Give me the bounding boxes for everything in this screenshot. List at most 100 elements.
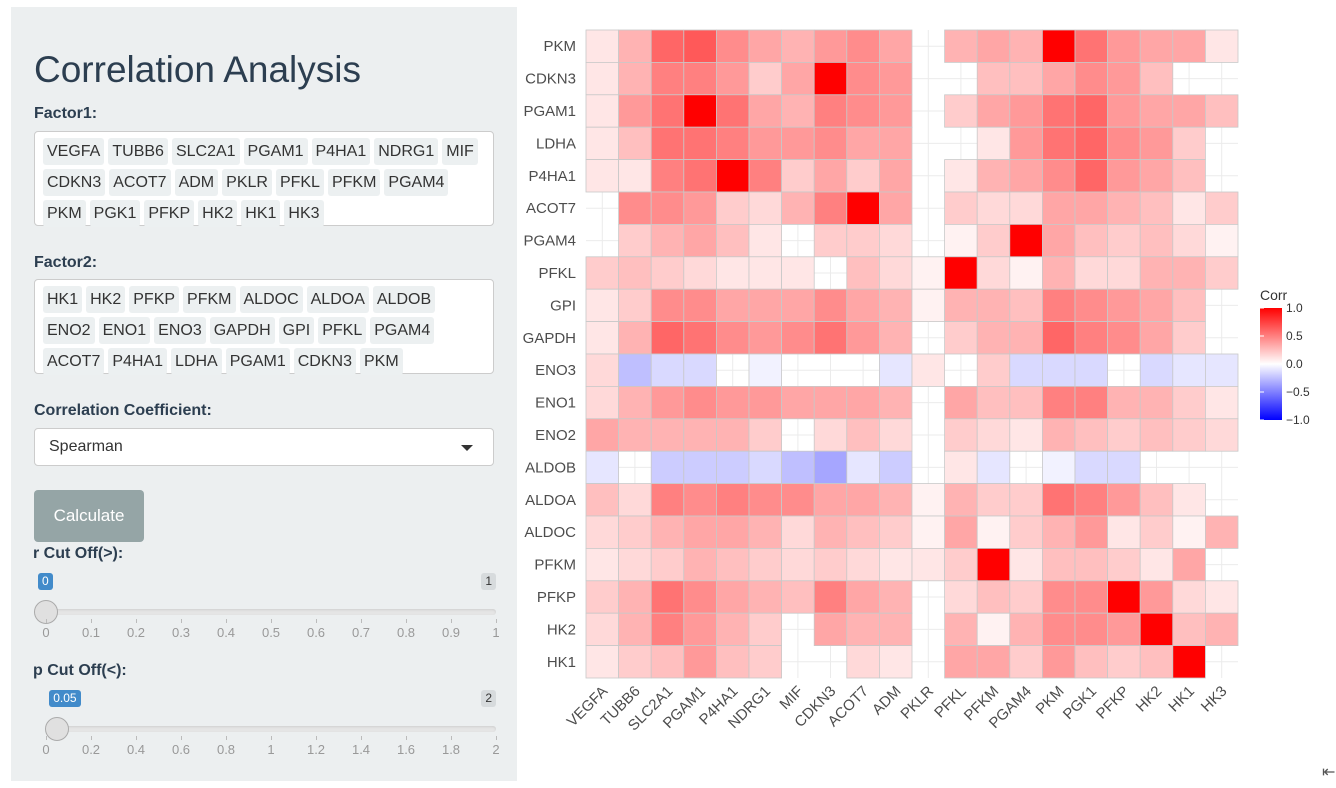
heatmap-cell (976, 29, 1011, 63)
heatmap-cell (1042, 385, 1076, 420)
p-cutoff-track[interactable] (45, 717, 496, 741)
factor2-tag[interactable]: PGAM4 (370, 317, 435, 344)
factor2-tag[interactable]: HK2 (86, 286, 126, 313)
heatmap-cell (976, 515, 1011, 549)
heatmap-cell (748, 126, 782, 160)
correlation-coefficient-select[interactable]: Spearman (34, 428, 494, 466)
r-cutoff-track[interactable] (34, 600, 496, 624)
factor1-multiselect[interactable]: VEGFA TUBB6 SLC2A1 PGAM1 P4HA1 NDRG1 MIF CDKN3 A… (34, 131, 494, 227)
factor2-tag[interactable]: ENO1 (98, 317, 151, 344)
heatmap-cell (585, 418, 619, 452)
p-cutoff-tick-mark (91, 736, 92, 740)
factor1-tag[interactable]: PKM (43, 200, 86, 227)
factor2-tag[interactable]: ALDOB (372, 286, 436, 313)
heatmap-cell (748, 385, 782, 420)
heatmap-cell (944, 515, 978, 549)
factor2-tag[interactable]: LDHA (171, 348, 222, 375)
heatmap-cell (650, 223, 685, 258)
heatmap-cell (715, 548, 750, 582)
heatmap-cell (683, 515, 717, 549)
factor2-tag[interactable]: PKM (359, 348, 403, 375)
x-tick-label: HK1 (1165, 683, 1198, 716)
heatmap-cell (1074, 645, 1108, 679)
correlation-coefficient-label: Correlation Coefficient: (34, 402, 212, 419)
heatmap-cell (618, 256, 652, 290)
p-cutoff-tick-label: 1.6 (396, 742, 416, 757)
y-tick-label: ACOT7 (526, 200, 576, 217)
heatmap-cell (618, 353, 652, 387)
factor1-tag[interactable]: HK1 (241, 200, 281, 227)
factor2-tag[interactable]: PFKL (318, 317, 367, 344)
r-cutoff-tick-mark (316, 619, 317, 623)
factor1-tag[interactable]: MIF (442, 138, 478, 165)
factor2-tag[interactable]: PFKM (183, 286, 236, 313)
factor1-tag[interactable]: VEGFA (43, 138, 105, 165)
calculate-button[interactable]: Calculate (34, 490, 144, 542)
factor1-tag[interactable]: PGAM1 (243, 138, 308, 165)
factor1-tag[interactable]: SLC2A1 (171, 138, 240, 165)
factor2-multiselect[interactable]: HK1 HK2 PFKP PFKM ALDOC ALDOA ALDOB ENO2 ENO1 ENO… (34, 279, 494, 375)
factor2-tag[interactable]: PFKP (129, 286, 180, 313)
r-cutoff-tick-mark (181, 619, 182, 623)
p-cutoff-handle[interactable] (45, 717, 70, 741)
factor2-tag[interactable]: ENO2 (43, 317, 95, 344)
factor2-tag[interactable]: GPI (278, 317, 315, 344)
heatmap-cell (1139, 62, 1174, 96)
heatmap-cell (1172, 223, 1206, 258)
x-tick-label: HK3 (1198, 683, 1231, 716)
factor1-tag[interactable]: PGK1 (89, 200, 141, 227)
factor2-tag[interactable]: P4HA1 (108, 348, 168, 375)
factor1-tag[interactable]: PFKM (327, 169, 381, 196)
heatmap-cell (944, 612, 978, 647)
heatmap-cell (1172, 612, 1206, 647)
heatmap-cell (878, 159, 913, 193)
factor1-tag[interactable]: ADM (174, 169, 219, 196)
heatmap-cell (976, 450, 1011, 485)
factor1-tag[interactable]: NDRG1 (374, 138, 439, 165)
heatmap-cell (683, 321, 717, 355)
heatmap-cell (781, 450, 815, 485)
factor1-tag[interactable]: PFKP (144, 200, 195, 227)
heatmap-cell (683, 62, 717, 96)
factor1-tag[interactable]: PKLR (222, 169, 272, 196)
factor1-tag[interactable]: HK3 (284, 200, 324, 227)
r-cutoff-tick-label: 0.1 (81, 625, 101, 640)
heatmap-cell (781, 62, 815, 96)
heatmap-cell (1074, 450, 1108, 485)
heatmap-cell (683, 353, 717, 387)
heatmap-cell (1172, 483, 1206, 517)
factor1-tag[interactable]: TUBB6 (108, 138, 168, 165)
factor1-tag[interactable]: CDKN3 (43, 169, 106, 196)
factor2-tag[interactable]: PGAM1 (225, 348, 290, 375)
heatmap-cell (715, 321, 750, 355)
heatmap-cell (813, 612, 848, 647)
factor2-tag[interactable]: GAPDH (209, 317, 275, 344)
heatmap-cell (650, 612, 685, 647)
factor1-tag[interactable]: HK2 (198, 200, 238, 227)
factor1-tag[interactable]: ACOT7 (109, 169, 171, 196)
heatmap-cell (585, 483, 619, 517)
p-cutoff-tick-mark (406, 736, 407, 740)
heatmap-cell (1205, 256, 1239, 290)
heatmap-cell (618, 385, 652, 420)
factor2-tag[interactable]: ALDOC (239, 286, 303, 313)
legend-colorbar (1260, 308, 1282, 420)
heatmap-cell (813, 62, 848, 96)
factor1-tag[interactable]: PFKL (275, 169, 324, 196)
p-cutoff-slider[interactable]: 0.05 2 0 0.2 0.4 0.6 0.8 1 1.2 1.4 1.6 1.8 2 (34, 690, 500, 760)
r-cutoff-label: r Cut Off(>): (33, 545, 124, 562)
factor2-tag[interactable]: ENO3 (154, 317, 206, 344)
factor2-tag[interactable]: ALDOA (306, 286, 369, 313)
factor2-tag[interactable]: CDKN3 (293, 348, 356, 375)
factor2-tag[interactable]: HK1 (43, 286, 83, 313)
heatmap-cell (781, 94, 815, 128)
factor2-tag-list: HK1 HK2 PFKP PFKM ALDOC ALDOA ALDOB ENO2 ENO1 ENO… (43, 286, 485, 375)
factor1-tag[interactable]: P4HA1 (311, 138, 371, 165)
heatmap-cell (1172, 126, 1206, 160)
heatmap-cell (1139, 418, 1174, 452)
factor1-tag[interactable]: PGAM4 (384, 169, 449, 196)
r-cutoff-slider[interactable]: 0 1 0 0.1 0.2 0.3 0.4 0.5 0.6 0.7 0.8 0.9 1 (34, 573, 500, 643)
y-tick-label: PFKL (538, 265, 576, 282)
factor2-tag[interactable]: ACOT7 (43, 348, 105, 375)
heatmap-cell (846, 94, 880, 128)
